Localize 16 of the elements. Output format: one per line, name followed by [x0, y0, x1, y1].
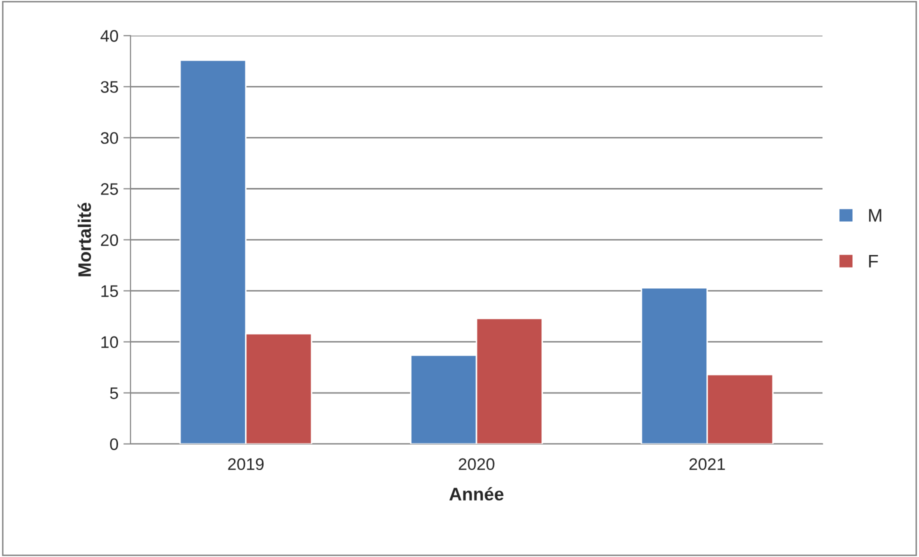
- y-tick-label: 40: [100, 30, 118, 42]
- y-axis-title: Mortalité: [78, 202, 92, 276]
- y-tick-label: 30: [100, 132, 118, 144]
- y-tick-label: 15: [101, 285, 118, 298]
- x-axis-title: Année: [449, 487, 504, 501]
- y-tick-label: 10: [101, 336, 118, 348]
- y-tick-label: 35: [100, 81, 118, 93]
- x-tick-label: 2019: [228, 458, 264, 470]
- y-tick-label: 25: [100, 183, 118, 195]
- x-tick-label: 2020: [458, 458, 494, 470]
- legend-label: F: [869, 254, 878, 268]
- y-tick-label: 5: [110, 387, 118, 400]
- legend-label: M: [869, 209, 882, 222]
- y-tick-label: 20: [100, 234, 118, 246]
- x-tick-label: 2021: [689, 458, 725, 470]
- y-tick-label: 0: [110, 438, 118, 450]
